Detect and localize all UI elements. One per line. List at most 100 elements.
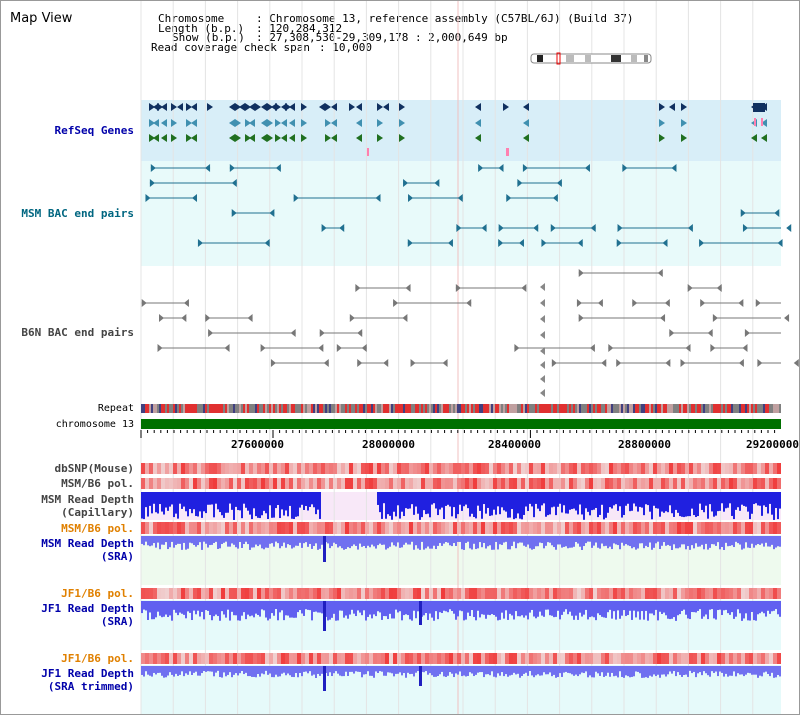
track-label-msm-depth-cap[interactable]: MSM Read Depth — [41, 493, 134, 506]
msm-sra-depth-bar — [579, 536, 581, 547]
msm-sra-depth-bar — [397, 536, 399, 543]
jf1-b6-pol-cell — [173, 588, 177, 599]
jf1-trim-depth-bar — [459, 666, 461, 672]
msm-cap-depth-bar — [415, 492, 417, 507]
jf1-b6-pol-cell — [577, 588, 581, 599]
jf1-sra-depth-bar — [751, 601, 753, 612]
jf1-trim-depth-bar — [647, 666, 649, 678]
dbsnp-cell — [513, 463, 517, 474]
jf1-b6-pol-cell — [225, 653, 229, 664]
msm-b6-pol-cell — [233, 522, 237, 534]
dbsnp-cell — [365, 463, 369, 474]
track-label-jf1-depth-sra[interactable]: JF1 Read Depth — [41, 602, 134, 615]
repeat-segment — [471, 404, 473, 413]
jf1-b6-pol-cell — [765, 653, 769, 664]
track-label-repeat[interactable]: Repeat — [97, 403, 134, 414]
jf1-trim-depth-bar — [295, 666, 297, 674]
track-label-msm-b6-pol-2[interactable]: MSM/B6 pol. — [61, 522, 134, 535]
msm-sra-depth-bar — [361, 536, 363, 547]
repeat-segment — [685, 404, 687, 413]
jf1-b6-pol-cell — [353, 588, 357, 599]
msm-cap-depth-bar — [291, 492, 293, 519]
msm-sra-depth-bar — [383, 536, 385, 545]
msm-sra-depth-bar — [605, 536, 607, 546]
jf1-trim-depth-bar — [553, 666, 555, 675]
ideogram-band — [644, 55, 648, 62]
repeat-segment — [151, 404, 153, 413]
jf1-b6-pol-cell — [509, 653, 513, 664]
msm-cap-depth-bar — [767, 492, 769, 514]
msm-sra-depth-bar — [709, 536, 711, 548]
track-label-msm-bac[interactable]: MSM BAC end pairs — [21, 207, 134, 220]
msm-cap-depth-bar — [525, 492, 527, 507]
msm-b6-pol-cell — [333, 478, 337, 489]
jf1-b6-pol-cell — [197, 653, 201, 664]
repeat-segment — [611, 404, 613, 413]
msm-cap-depth-bar — [221, 492, 223, 516]
msm-cap-depth-bar — [179, 492, 181, 504]
repeat-segment — [759, 404, 761, 413]
jf1-sra-depth-bar — [405, 601, 407, 615]
msm-cap-depth-bar — [681, 492, 683, 517]
jf1-sra-depth-bar — [169, 601, 171, 616]
track-label-chromosome[interactable]: chromosome 13 — [55, 419, 134, 430]
track-label-refseq[interactable]: RefSeq Genes — [54, 124, 134, 137]
msm-cap-depth-bar — [195, 492, 197, 517]
jf1-sra-depth-bar — [493, 601, 495, 615]
msm-cap-depth-bar — [173, 492, 175, 518]
repeat-segment — [447, 404, 449, 413]
track-label-jf1-depth-trim[interactable]: JF1 Read Depth — [41, 667, 134, 680]
track-label-msm-b6-pol-1[interactable]: MSM/B6 pol. — [61, 477, 134, 490]
jf1-b6-pol-cell — [269, 653, 273, 664]
jf1-b6-pol-cell — [493, 653, 497, 664]
msm-cap-depth-bar — [607, 492, 609, 513]
msm-cap-depth-bar — [777, 492, 779, 520]
msm-b6-pol-cell — [185, 478, 189, 489]
msm-sra-depth-bar — [583, 536, 585, 547]
jf1-b6-pol-cell — [413, 588, 417, 599]
jf1-b6-pol-cell — [645, 588, 649, 599]
dbsnp-cell — [269, 463, 273, 474]
track-label-b6n-bac[interactable]: B6N BAC end pairs — [21, 326, 134, 339]
b6n-bac-pair-end — [383, 359, 389, 367]
msm-bac-pair-end — [145, 194, 151, 202]
msm-cap-depth-bar — [243, 492, 245, 504]
msm-b6-pol-cell — [325, 522, 329, 534]
jf1-b6-pol-cell — [765, 588, 769, 599]
gene-glyph — [235, 119, 241, 127]
jf1-b6-pol-cell — [513, 588, 517, 599]
jf1-b6-pol-cell — [717, 653, 721, 664]
dbsnp-cell — [549, 463, 553, 474]
repeat-segment — [777, 404, 779, 413]
jf1-b6-pol-cell — [261, 653, 265, 664]
jf1-b6-pol-cell — [221, 653, 225, 664]
msm-b6-pol-cell — [221, 522, 225, 534]
repeat-segment — [287, 404, 289, 413]
track-label-jf1-b6-pol-2[interactable]: JF1/B6 pol. — [61, 652, 134, 665]
msm-b6-pol-cell — [601, 478, 605, 489]
track-label-dbsnp[interactable]: dbSNP(Mouse) — [54, 462, 134, 475]
gene-glyph — [669, 103, 675, 111]
msm-b6-pol-cell — [345, 522, 349, 534]
msm-b6-pol-cell — [561, 478, 565, 489]
track-label-jf1-b6-pol-1[interactable]: JF1/B6 pol. — [61, 587, 134, 600]
jf1-trim-depth-bar — [355, 666, 357, 672]
jf1-sra-depth-bar — [171, 601, 173, 621]
msm-cap-depth-bar — [673, 492, 675, 517]
jf1-b6-pol-cell — [581, 653, 585, 664]
jf1-b6-pol-cell — [585, 653, 589, 664]
jf1-sra-depth-bar — [177, 601, 179, 616]
msm-sra-depth-bar — [385, 536, 387, 550]
dbsnp-cell — [645, 463, 649, 474]
msm-sra-depth-bar — [351, 536, 353, 547]
msm-sra-depth-bar — [381, 536, 383, 545]
jf1-sra-depth-bar — [329, 601, 331, 620]
msm-sra-depth-bar — [775, 536, 777, 548]
msm-b6-pol-cell — [597, 522, 601, 534]
track-label-msm-depth-sra[interactable]: MSM Read Depth — [41, 537, 134, 550]
msm-b6-pol-cell — [473, 522, 477, 534]
jf1-sra-depth-bar — [307, 601, 309, 610]
jf1-trim-depth-bar — [229, 666, 231, 673]
b6n-bac-pair-end — [540, 375, 545, 383]
